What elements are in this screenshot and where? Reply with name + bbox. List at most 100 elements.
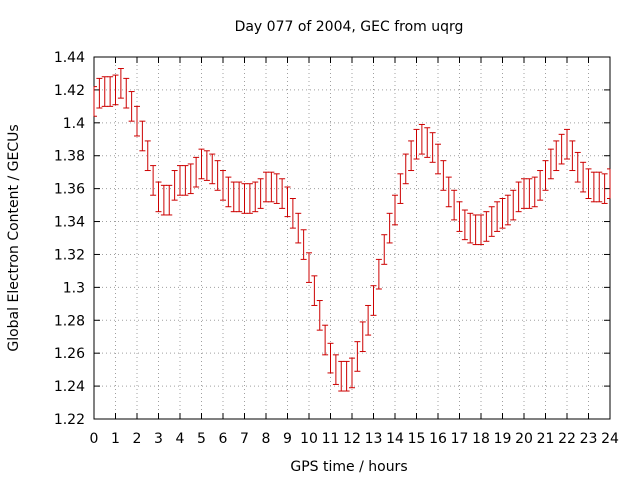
error-bar-point (488, 206, 495, 237)
x-tick-label: 11 (322, 431, 340, 447)
error-bar-point (402, 153, 409, 185)
x-tick-label: 13 (365, 431, 383, 447)
error-bar-point (558, 133, 565, 165)
x-tick-label: 22 (558, 431, 576, 447)
error-bar-point (144, 140, 151, 172)
y-tick-label: 1.26 (54, 346, 85, 362)
x-tick-label: 12 (343, 431, 361, 447)
error-bar-point (246, 183, 253, 214)
y-tick-label: 1.38 (54, 149, 85, 165)
error-bar-point (381, 234, 388, 265)
error-bar-point (408, 140, 415, 172)
error-bar-point (236, 181, 243, 213)
error-bar-point (107, 76, 114, 107)
x-axis-label: GPS time / hours (290, 459, 407, 475)
error-bar-point (461, 209, 468, 241)
error-bar-point (515, 181, 522, 213)
error-bar-point (214, 160, 221, 191)
error-bar-point (553, 140, 560, 172)
axis-ticks (93, 56, 611, 420)
error-bar-point (112, 74, 119, 106)
series-gec (93, 68, 611, 392)
error-bar-point (300, 229, 307, 260)
error-bar-point (569, 140, 576, 172)
grid-lines (94, 57, 610, 419)
error-bar-point (370, 285, 377, 316)
error-bar-point (273, 173, 280, 204)
error-bar-point (478, 214, 484, 246)
error-bar-point (230, 181, 237, 213)
x-tick-label: 14 (386, 431, 404, 447)
y-tick-label: 1.4 (63, 116, 85, 132)
y-tick-label: 1.42 (54, 83, 85, 99)
error-bar-point (510, 189, 517, 221)
error-bar-point (295, 212, 302, 244)
error-bar-point (209, 153, 216, 185)
x-tick-label: 5 (197, 431, 206, 447)
error-bar-point (117, 68, 124, 99)
x-tick-label: 9 (283, 431, 292, 447)
error-bar-point (123, 77, 130, 109)
error-bar-point (521, 178, 527, 209)
error-bar-point (413, 128, 420, 160)
error-bar-point (580, 161, 587, 193)
error-bar-point (155, 181, 162, 213)
x-tick-label: 2 (133, 431, 142, 447)
error-bar-point (311, 275, 318, 306)
x-tick-label: 10 (300, 431, 318, 447)
error-bar-point (375, 258, 382, 290)
error-bar-point (241, 183, 248, 214)
error-bar-point (128, 91, 135, 122)
error-bar-point (289, 198, 296, 229)
error-bar-point (607, 168, 611, 200)
error-bar-point (252, 181, 259, 213)
y-tick-label: 1.32 (54, 247, 85, 263)
y-tick-label: 1.44 (54, 50, 85, 66)
error-bar-point (596, 171, 603, 203)
error-bar-point (483, 211, 490, 242)
error-bar-point (499, 198, 506, 229)
error-bar-point (225, 176, 232, 208)
error-bar-point (504, 194, 511, 226)
error-bar-point (343, 360, 350, 392)
x-tick-label: 20 (515, 431, 533, 447)
x-tick-label: 8 (262, 431, 271, 447)
error-bar-point (574, 151, 581, 183)
error-bar-point (349, 357, 355, 389)
error-bar-point (542, 160, 549, 191)
error-bar-point (359, 321, 366, 353)
error-bar-point (537, 170, 544, 201)
error-bar-point (440, 160, 447, 191)
error-bar-point (177, 165, 183, 196)
error-bar-point (322, 324, 329, 356)
error-bar-point (187, 163, 194, 195)
error-bar-point (386, 212, 393, 244)
y-tick-label: 1.34 (54, 215, 85, 231)
error-bar-point (564, 128, 570, 160)
error-bar-point (526, 178, 533, 209)
error-bar-point (392, 194, 398, 226)
x-tick-label: 7 (240, 431, 249, 447)
error-bar-point (590, 171, 597, 203)
x-tick-label: 16 (429, 431, 447, 447)
x-tick-label: 21 (537, 431, 555, 447)
x-tick-label: 17 (451, 431, 469, 447)
error-bar-point (198, 148, 205, 180)
error-bar-point (150, 165, 157, 196)
x-tick-label: 15 (408, 431, 426, 447)
x-tick-label: 4 (176, 431, 185, 447)
x-tick-label: 3 (154, 431, 163, 447)
tick-labels: 0 1 2 3 4 5 6 7 8 9 10 11 12 13 14 15 16 17 18 19 20 21 22 23 24… (54, 50, 619, 447)
error-bar-point (101, 76, 108, 107)
error-bar-point (435, 143, 441, 175)
y-tick-label: 1.3 (63, 280, 85, 296)
error-bar-point (166, 184, 173, 216)
y-tick-label: 1.22 (54, 412, 85, 428)
error-bar-point (257, 178, 264, 209)
error-bar-point (418, 123, 425, 155)
error-bar-point (424, 127, 431, 158)
y-tick-label: 1.28 (54, 313, 85, 329)
error-bar-point (93, 86, 97, 117)
error-bar-point (338, 360, 345, 392)
